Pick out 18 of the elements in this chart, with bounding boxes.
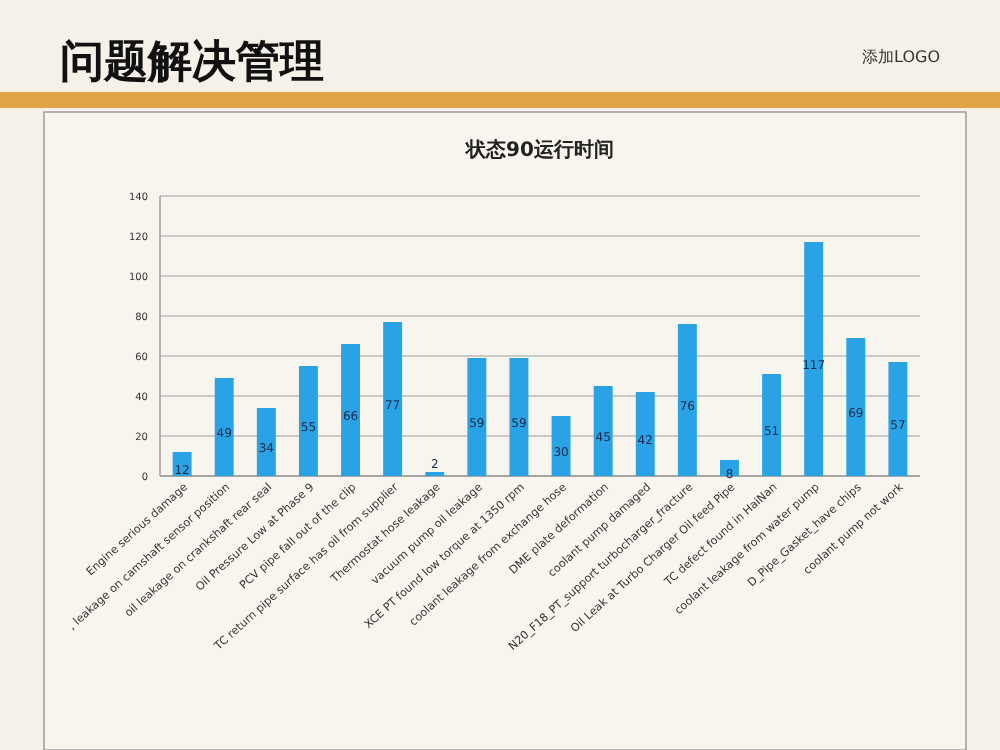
chart-subtitle: 状态90运行时间 [464, 138, 614, 162]
bar [677, 324, 697, 476]
bar [804, 242, 824, 476]
chart-title: 问题解决管理 [60, 38, 324, 88]
bar [256, 408, 276, 476]
bar [298, 366, 318, 476]
bar [509, 358, 529, 476]
bar [551, 416, 571, 476]
bar [383, 322, 403, 476]
text: 添加LOGO [862, 48, 940, 66]
bar [846, 338, 866, 476]
bar [467, 358, 487, 476]
bar [341, 344, 360, 476]
bar [635, 392, 655, 476]
bar [214, 378, 234, 476]
bar [762, 374, 782, 476]
bar [593, 386, 613, 476]
bar [888, 362, 908, 476]
